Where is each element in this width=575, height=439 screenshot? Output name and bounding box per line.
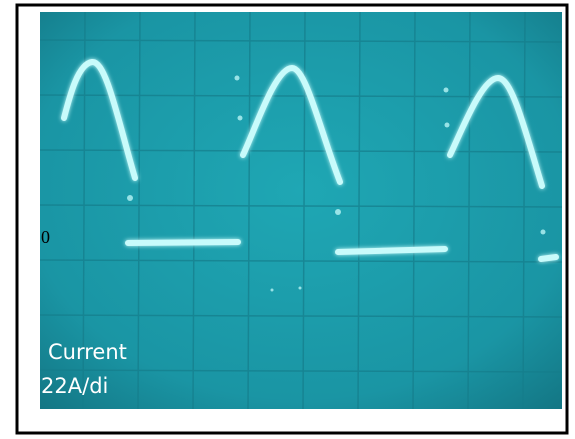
waveform — [61, 59, 559, 262]
scope-photo: Current 2.22A/di — [21, 12, 562, 409]
quantity-label: Current — [48, 340, 127, 364]
zero-label: 0 — [41, 227, 50, 247]
graticule — [40, 12, 562, 409]
trace-dots — [127, 75, 546, 292]
scale-label: 2.22A/di — [21, 374, 108, 398]
